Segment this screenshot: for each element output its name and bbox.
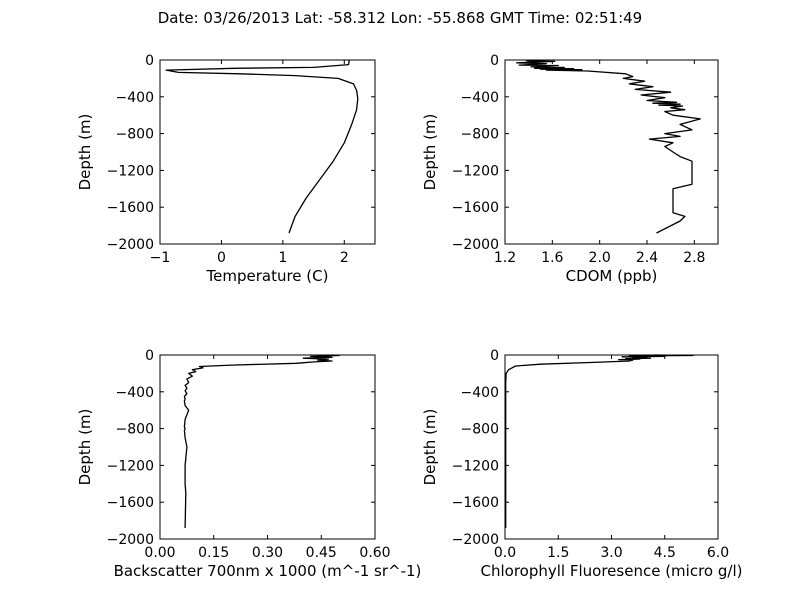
temperature-xtick-label: 2 xyxy=(340,250,349,266)
cdom-xtick-label: 2.8 xyxy=(683,250,705,266)
temperature-ytick-label: −1600 xyxy=(107,200,154,216)
chlorophyll-xtick-label: 6.0 xyxy=(707,545,729,561)
temperature-ytick-label: −400 xyxy=(116,90,154,106)
chlorophyll-xtick-label: 3.0 xyxy=(600,545,622,561)
backscatter-xtick-label: 0.00 xyxy=(144,545,175,561)
backscatter-ylabel: Depth (m) xyxy=(76,409,94,486)
backscatter-panel: 0.00 0.15 0.30 0.45 0.60 0 −400 −800 −1200 −1600 −… xyxy=(76,348,421,580)
backscatter-axes-frame xyxy=(159,354,376,540)
chlorophyll-xtick-label: 0.0 xyxy=(494,545,516,561)
cdom-axes-frame xyxy=(504,59,719,245)
chlorophyll-xlabel: Chlorophyll Fluoresence (micro g/l) xyxy=(481,562,743,580)
cdom-ytick-label: −1200 xyxy=(452,163,499,179)
cdom-xtick-label: 2.4 xyxy=(636,250,658,266)
temperature-xtick-label: −1 xyxy=(150,250,171,266)
temperature-panel: −1 0 1 2 0 −400 −800 −1200 −1600 −2000 Temperature… xyxy=(76,53,376,285)
temperature-axes-frame xyxy=(159,59,376,245)
cdom-xtick-label: 1.6 xyxy=(541,250,563,266)
chlorophyll-ytick-label: −800 xyxy=(461,422,499,438)
backscatter-ytick-label: −800 xyxy=(116,422,154,438)
temperature-xtick-label: 0 xyxy=(217,250,226,266)
cdom-ytick-label: −800 xyxy=(461,127,499,143)
temperature-ytick-label: −2000 xyxy=(107,237,154,253)
cdom-ytick-label: −2000 xyxy=(452,237,499,253)
chlorophyll-ytick-label: −1600 xyxy=(452,495,499,511)
backscatter-ytick-label: −2000 xyxy=(107,532,154,548)
backscatter-xtick-label: 0.30 xyxy=(252,545,283,561)
temperature-ylabel: Depth (m) xyxy=(76,114,94,191)
backscatter-ytick-label: −1200 xyxy=(107,458,154,474)
cdom-ytick-label: −1600 xyxy=(452,200,499,216)
temperature-xtick-label: 1 xyxy=(278,250,287,266)
backscatter-xtick-label: 0.60 xyxy=(359,545,390,561)
cdom-xtick-label: 2.0 xyxy=(589,250,611,266)
backscatter-ytick-label: −400 xyxy=(116,385,154,401)
backscatter-ytick-label: 0 xyxy=(145,348,154,364)
backscatter-ytick-label: −1600 xyxy=(107,495,154,511)
temperature-xlabel: Temperature (C) xyxy=(206,267,329,285)
cdom-ylabel: Depth (m) xyxy=(421,114,439,191)
backscatter-xtick-label: 0.45 xyxy=(306,545,337,561)
temperature-ytick-label: 0 xyxy=(145,53,154,69)
chlorophyll-ylabel: Depth (m) xyxy=(421,409,439,486)
figure-title: Date: 03/26/2013 Lat: -58.312 Lon: -55.8… xyxy=(158,9,642,27)
chlorophyll-panel: 0.0 1.5 3.0 4.5 6.0 0 −400 −800 −1200 −1600 −2000 C… xyxy=(421,348,742,580)
chlorophyll-axes-frame xyxy=(504,354,719,540)
chlorophyll-xtick-label: 4.5 xyxy=(654,545,676,561)
chlorophyll-xtick-label: 1.5 xyxy=(547,545,569,561)
chlorophyll-ytick-label: −2000 xyxy=(452,532,499,548)
chlorophyll-profile-line xyxy=(505,354,694,528)
subplot-grid: −1 0 1 2 0 −400 −800 −1200 −1600 −2000 Temperature… xyxy=(76,53,742,580)
cdom-panel: 1.2 1.6 2.0 2.4 2.8 0 −400 −800 −1200 −1600 −2000 C… xyxy=(421,53,719,285)
cdom-profile-line xyxy=(516,60,701,234)
cdom-ytick-label: 0 xyxy=(490,53,499,69)
temperature-ytick-label: −800 xyxy=(116,127,154,143)
backscatter-profile-line xyxy=(183,354,340,529)
cdom-xlabel: CDOM (ppb) xyxy=(566,267,658,285)
backscatter-xlabel: Backscatter 700nm x 1000 (m^-1 sr^-1) xyxy=(114,562,422,580)
chlorophyll-ytick-label: −1200 xyxy=(452,458,499,474)
chlorophyll-ytick-label: 0 xyxy=(490,348,499,364)
chlorophyll-ytick-label: −400 xyxy=(461,385,499,401)
backscatter-xtick-label: 0.15 xyxy=(198,545,229,561)
cdom-ytick-label: −400 xyxy=(461,90,499,106)
temperature-ytick-label: −1200 xyxy=(107,163,154,179)
temperature-profile-line xyxy=(165,59,359,234)
cdom-xtick-label: 1.2 xyxy=(494,250,516,266)
